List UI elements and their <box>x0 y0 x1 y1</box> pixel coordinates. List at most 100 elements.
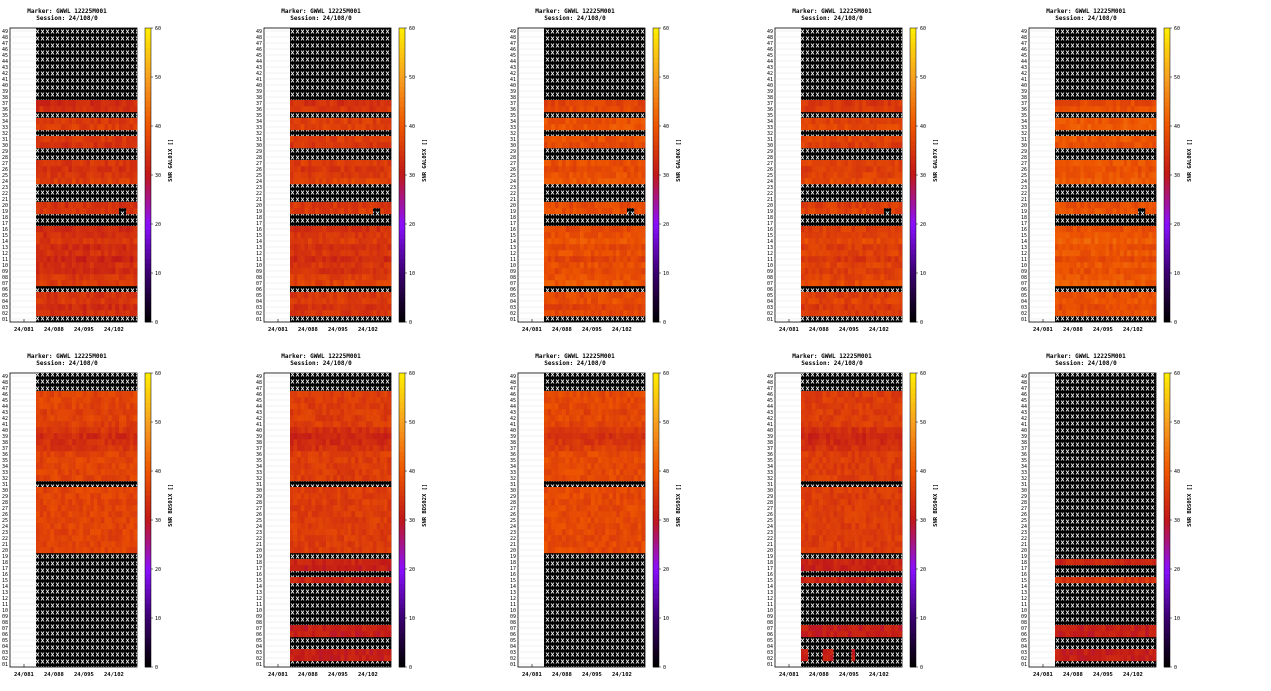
heatmap-cell <box>1130 262 1135 269</box>
heatmap-cell <box>876 226 881 233</box>
heatmap-cell <box>862 232 867 239</box>
heatmap-cell <box>1148 202 1153 209</box>
heatmap-cell <box>1065 160 1070 167</box>
colorbar-step <box>145 52 151 58</box>
heatmap-cell <box>847 262 852 269</box>
heatmap-cell <box>36 208 40 215</box>
heatmap-cell <box>43 160 48 167</box>
heatmap-cell <box>300 256 305 263</box>
no-data-row <box>290 70 391 76</box>
heatmap-cell <box>1091 118 1095 125</box>
heatmap-cell <box>304 232 309 239</box>
heatmap-cell <box>590 202 595 209</box>
heatmap-cell <box>1119 166 1124 173</box>
heatmap-cell <box>311 274 316 281</box>
y-tick-label: 48 <box>767 35 773 41</box>
y-tick-label: 37 <box>2 101 8 107</box>
heatmap-cell <box>619 274 624 281</box>
heatmap-cell <box>72 499 76 506</box>
heatmap-cell <box>608 118 613 125</box>
heatmap-cell <box>637 304 642 311</box>
heatmap-cell <box>858 244 863 251</box>
heatmap-cell <box>580 106 584 113</box>
heatmap-cell <box>387 100 392 107</box>
heatmap-cell <box>630 166 635 173</box>
heatmap-cell <box>351 250 356 257</box>
heatmap-cell <box>318 280 323 287</box>
heatmap-cell <box>569 256 574 263</box>
heatmap-cell <box>97 244 102 251</box>
heatmap-cell <box>64 202 69 209</box>
colorbar-step <box>1164 72 1170 78</box>
heatmap-cell <box>290 274 294 281</box>
heatmap-cell <box>808 100 813 107</box>
heatmap-cell <box>880 172 885 179</box>
colorbar-step <box>1164 106 1170 112</box>
heatmap-cell <box>133 226 138 233</box>
y-tick-label: 14 <box>2 239 8 245</box>
heatmap-cell <box>626 292 631 299</box>
heatmap-cell <box>333 274 338 281</box>
heatmap-cell <box>1109 172 1114 179</box>
heatmap-cell <box>862 262 867 269</box>
no-data-row <box>801 214 902 220</box>
heatmap-cell <box>46 274 51 281</box>
heatmap-cell <box>347 232 352 239</box>
heatmap-cell <box>72 208 76 215</box>
no-data-row <box>290 148 391 154</box>
heatmap-cell <box>1094 106 1099 113</box>
heatmap-cell <box>619 202 624 209</box>
heatmap-cell <box>601 178 606 185</box>
heatmap-cell <box>576 268 581 275</box>
heatmap-cell <box>82 529 87 536</box>
heatmap-cell <box>858 250 863 257</box>
heatmap-cell <box>1083 118 1088 125</box>
no-data-row <box>36 154 137 160</box>
no-data-row <box>36 184 137 190</box>
heatmap-cell <box>840 232 845 239</box>
heatmap-cell <box>43 172 48 179</box>
colorbar-step <box>910 233 916 240</box>
heatmap-cell <box>608 298 613 305</box>
heatmap-cell <box>46 142 51 149</box>
heatmap-cell <box>126 238 131 245</box>
heatmap-cell <box>819 106 823 113</box>
heatmap-cell <box>833 202 838 209</box>
heatmap-cell <box>883 292 888 299</box>
heatmap-cell <box>562 100 566 107</box>
colorbar-step <box>399 253 405 259</box>
heatmap-cell <box>111 136 116 143</box>
heatmap-cell <box>290 208 294 215</box>
heatmap-cell <box>558 250 563 257</box>
heatmap-cell <box>826 118 831 125</box>
colorbar-step <box>1164 175 1170 181</box>
heatmap-cell <box>858 172 863 179</box>
no-data-row <box>36 76 137 82</box>
heatmap-cell <box>129 274 134 281</box>
heatmap-cell <box>133 238 138 245</box>
heatmap-cell <box>1091 310 1095 317</box>
heatmap-cell <box>97 136 102 143</box>
no-data-row <box>1055 34 1156 40</box>
heatmap-cell <box>57 517 62 524</box>
heatmap-cell <box>1119 202 1124 209</box>
heatmap-cell <box>608 106 613 113</box>
colorbar-step <box>1164 160 1170 166</box>
heatmap-cell <box>383 124 388 131</box>
heatmap-cell <box>318 226 323 233</box>
colorbar-step <box>145 287 151 293</box>
heatmap-cell <box>333 118 338 125</box>
heatmap-cell <box>115 226 120 233</box>
heatmap-cell <box>108 310 113 317</box>
heatmap-cell <box>554 292 559 299</box>
heatmap-cell <box>50 499 55 506</box>
heatmap-cell <box>605 208 610 215</box>
heatmap-cell <box>39 535 44 542</box>
heatmap-cell <box>1119 292 1124 299</box>
heatmap-cell <box>569 298 574 305</box>
heatmap-cell <box>869 292 874 299</box>
heatmap-cell <box>1116 232 1121 239</box>
heatmap-cell <box>329 106 334 113</box>
heatmap-cell <box>290 310 294 317</box>
heatmap-cell <box>383 208 388 215</box>
